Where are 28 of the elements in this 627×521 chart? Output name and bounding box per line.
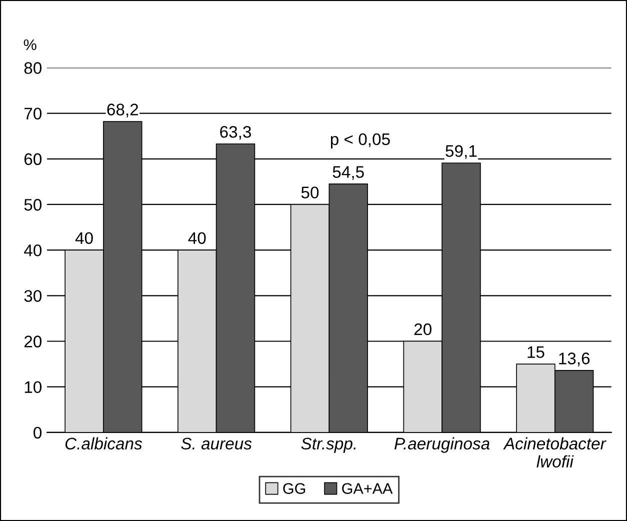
- data-label: 13,6: [559, 352, 590, 366]
- data-label: 20: [414, 323, 432, 336]
- x-tick-label: S. aureus: [181, 438, 252, 450]
- y-tick-label: 30: [24, 290, 42, 302]
- data-label: 40: [75, 232, 93, 244]
- annotation: p < 0,05: [330, 133, 390, 148]
- data-label: 63,3: [220, 126, 251, 140]
- y-tick-label: 10: [24, 381, 42, 394]
- data-label: 40: [188, 232, 206, 244]
- y-tick-label: 20: [24, 336, 42, 348]
- y-tick-label: 60: [24, 153, 42, 166]
- data-label: 54,5: [332, 166, 364, 180]
- legend-label: GA+AA: [342, 483, 393, 494]
- x-tick-label: Acinetobacter lwofii: [503, 437, 606, 468]
- data-label: 15: [528, 346, 544, 358]
- x-tick-label: P.aeruginosa: [394, 437, 490, 453]
- data-label: 50: [301, 186, 319, 198]
- data-label: 59,1: [446, 145, 477, 159]
- legend-label: GG: [283, 483, 306, 494]
- y-tick-label: 40: [24, 244, 42, 256]
- y-tick-label: 0: [34, 426, 42, 439]
- x-tick-label: Str.spp.: [301, 438, 356, 453]
- y-axis-title: %: [24, 39, 36, 50]
- data-label: 68,2: [107, 104, 138, 118]
- y-tick-label: 70: [24, 108, 42, 120]
- y-tick-label: 80: [24, 62, 42, 74]
- x-tick-label: C.albicans: [65, 437, 142, 450]
- y-tick-label: 50: [24, 198, 42, 211]
